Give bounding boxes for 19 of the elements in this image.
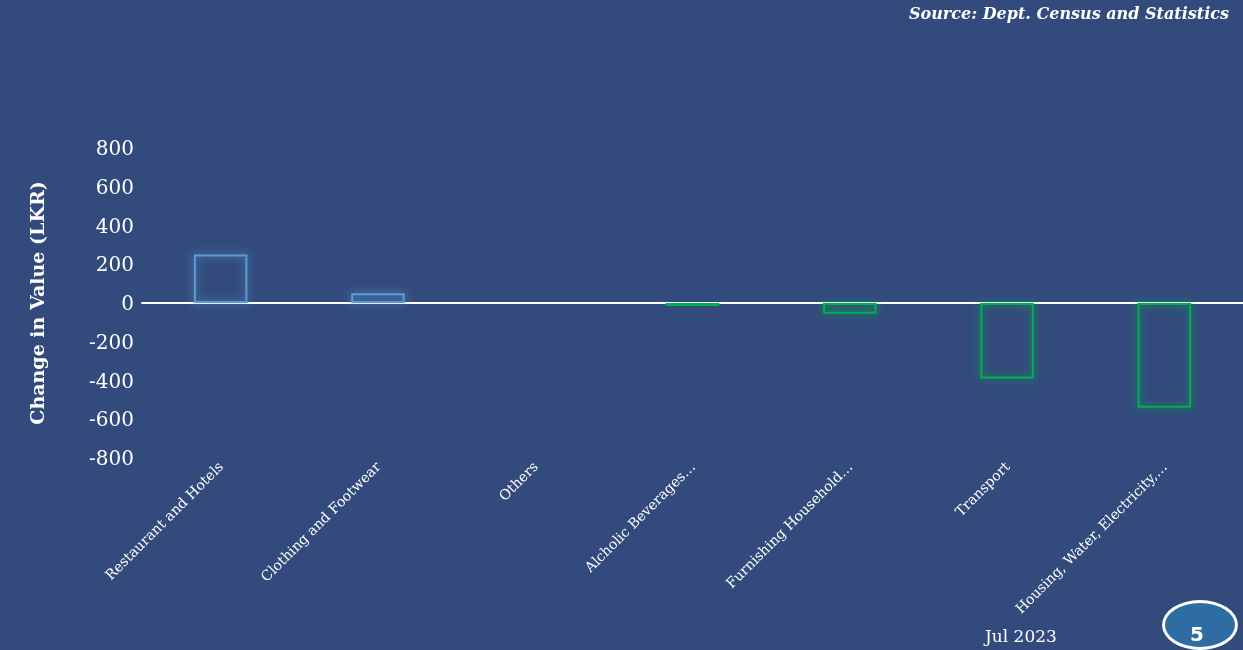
y-axis-title: Change in Value (LKR) xyxy=(25,181,48,425)
y-tick-label: -600 xyxy=(89,407,134,432)
y-tick-label: 400 xyxy=(95,213,134,238)
bar xyxy=(351,293,405,303)
y-tick-label: -800 xyxy=(89,446,134,470)
y-tick-label: -400 xyxy=(89,368,134,393)
bar xyxy=(980,303,1034,379)
source-note: Source: Dept. Census and Statistics xyxy=(909,4,1229,23)
bar xyxy=(823,303,877,314)
text: Jul 2023 xyxy=(985,626,1057,646)
bar xyxy=(1137,303,1192,408)
bar xyxy=(193,254,248,303)
y-tick-label: 600 xyxy=(95,174,134,199)
y-tick-label: 200 xyxy=(95,252,134,277)
y-tick-label: -200 xyxy=(89,329,134,354)
bar xyxy=(665,303,720,306)
y-tick-label: 0 xyxy=(121,291,134,315)
text: 5 xyxy=(1190,622,1204,646)
y-tick-label: 800 xyxy=(95,136,134,160)
